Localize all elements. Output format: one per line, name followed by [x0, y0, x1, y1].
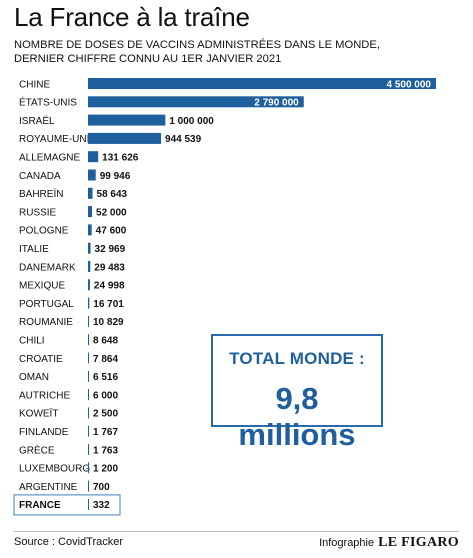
value-label: 47 600: [96, 226, 127, 237]
category-label: GRÈCE: [19, 443, 55, 456]
value-label: 1 200: [93, 464, 118, 475]
total-world-box: TOTAL MONDE : 9,8 millions: [211, 334, 383, 452]
value-label: 332: [93, 500, 110, 511]
bar: [88, 279, 90, 291]
bar: [88, 498, 89, 510]
bar: [88, 389, 89, 401]
bar: [88, 114, 166, 126]
category-label: PORTUGAL: [19, 299, 74, 310]
category-label: ROYAUME-UNI: [19, 134, 89, 145]
bar-chart: CHINE 4 500 000 ÉTATS-UNIS 2 790 000 ISRAËL 1…: [13, 78, 436, 516]
total-world-value: 9,8 millions: [238, 381, 356, 452]
category-label: FRANCE: [19, 500, 61, 511]
brand-logo: LE FIGARO: [378, 535, 459, 550]
value-label: 52 000: [96, 207, 127, 218]
category-label: CHINE: [19, 79, 50, 90]
bar: [88, 169, 96, 181]
value-label: 1 000 000: [169, 116, 214, 127]
subtitle-line-2: DERNIER CHIFFRE CONNU AU 1ER JANVIER 202…: [14, 53, 282, 65]
category-label: ARGENTINE: [19, 482, 78, 493]
value-label: 1 767: [93, 427, 118, 438]
bar: [88, 297, 90, 309]
bar: [88, 315, 89, 327]
value-label: 2 500: [93, 409, 118, 420]
category-label: FINLANDE: [19, 427, 69, 438]
category-label: OMAN: [19, 372, 49, 383]
source-note: Source : CovidTracker: [14, 536, 124, 548]
bar: [88, 96, 304, 108]
value-label: 32 969: [95, 244, 126, 255]
bar: [88, 462, 89, 474]
value-label: 6 000: [93, 390, 118, 401]
bar: [88, 224, 92, 236]
value-label: 16 701: [93, 299, 124, 310]
category-label: BAHREÏN: [19, 188, 63, 200]
value-label: 29 483: [94, 262, 125, 273]
category-label: RUSSIE: [19, 207, 57, 218]
category-label: ÉTATS-UNIS: [19, 96, 77, 109]
bar: [88, 242, 91, 254]
bar: [88, 187, 93, 199]
value-label: 2 790 000: [254, 98, 299, 109]
bar: [88, 206, 93, 218]
bar: [88, 352, 89, 364]
value-label: 944 539: [165, 134, 202, 145]
value-label: 24 998: [94, 281, 125, 292]
credit-label: Infographie: [319, 537, 375, 549]
category-label: CROATIE: [19, 354, 63, 365]
category-label: CANADA: [19, 171, 61, 182]
value-label: 10 829: [93, 317, 124, 328]
category-label: LUXEMBOURG: [19, 464, 90, 475]
bar: [88, 444, 89, 455]
subtitle-line-1: NOMBRE DE DOSES DE VACCINS ADMINISTRÉES …: [14, 39, 380, 51]
credit: Infographie LE FIGARO: [319, 535, 459, 551]
value-label: 4 500 000: [387, 79, 432, 90]
category-label: DANEMARK: [19, 262, 76, 273]
category-label: AUTRICHE: [19, 390, 70, 401]
value-label: 7 864: [93, 354, 118, 365]
bar: [88, 132, 162, 144]
chart-title: La France à la traîne: [14, 2, 250, 32]
category-label: ITALIE: [19, 244, 49, 255]
bar: [88, 480, 89, 492]
value-label: 700: [93, 482, 110, 493]
bar: [88, 151, 99, 163]
category-label: POLOGNE: [19, 226, 69, 237]
category-label: CHILI: [19, 336, 45, 347]
value-label: 1 763: [93, 445, 118, 456]
total-world-label: TOTAL MONDE :: [229, 349, 365, 368]
bar: [88, 425, 89, 437]
bar: [88, 370, 89, 382]
category-label: ALLEMAGNE: [19, 153, 80, 164]
footer-divider: [14, 531, 459, 532]
bar: [88, 261, 91, 272]
value-label: 99 946: [100, 171, 131, 182]
chart-subtitle: NOMBRE DE DOSES DE VACCINS ADMINISTRÉES …: [14, 38, 380, 66]
category-label: ROUMANIE: [19, 317, 73, 328]
category-label: MEXIQUE: [19, 281, 65, 292]
bar: [88, 407, 89, 419]
bar: [88, 334, 89, 346]
value-label: 6 516: [93, 372, 118, 383]
bar: [88, 78, 436, 89]
category-label: ISRAËL: [19, 115, 55, 127]
value-label: 131 626: [102, 153, 139, 164]
highlight-box-france: [13, 494, 121, 516]
value-label: 58 643: [97, 189, 128, 200]
value-label: 8 648: [93, 336, 118, 347]
category-label: KOWEÏT: [19, 408, 58, 420]
